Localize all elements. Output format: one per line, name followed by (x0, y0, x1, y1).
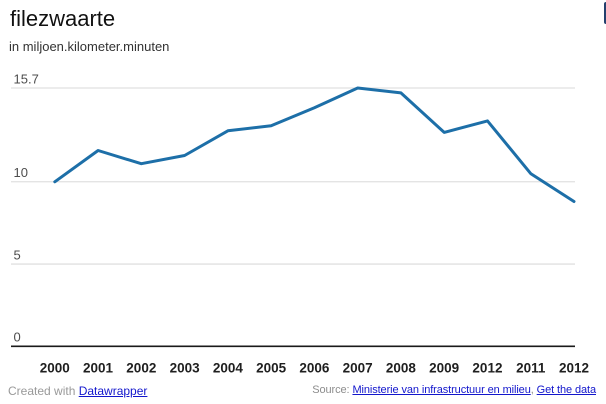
x-tick-label: 2002 (126, 361, 156, 376)
x-tick-label: 2003 (170, 361, 201, 376)
x-tick-label: 2012 (559, 361, 589, 376)
x-tick-label: 2008 (386, 361, 417, 376)
y-tick-label: 0 (14, 330, 21, 345)
x-tick-label: 2012 (472, 361, 502, 376)
x-tick-label: 2004 (213, 361, 244, 376)
datawrapper-link[interactable]: Datawrapper (78, 384, 148, 398)
x-tick-label: 2009 (429, 361, 459, 376)
source-link[interactable]: Ministerie van infrastructuur en milieu (352, 384, 531, 396)
source-label: Source: (312, 384, 353, 396)
x-tick-label: 2001 (83, 361, 114, 376)
x-tick-label: 2000 (40, 361, 70, 376)
chart-footer: Created with Datawrapper Source: Ministe… (0, 385, 606, 401)
footer-attribution: Created with Datawrapper (8, 385, 147, 397)
chart-subtitle: in miljoen.kilometer.minuten (9, 39, 170, 54)
x-tick-label: 2006 (299, 361, 330, 376)
footer-source: Source: Ministerie van infrastructuur en… (312, 385, 596, 396)
clipped-edge-element (604, 2, 606, 24)
y-tick-label: 5 (14, 247, 21, 262)
y-tick-label: 10 (14, 165, 28, 180)
created-with-text: Created with (8, 384, 79, 398)
data-line (53, 86, 576, 203)
line-chart-plot: 15.7 10 5 0 2000 2001 2002 2003 2004 2005 2006 2007… (11, 71, 589, 376)
get-the-data-link[interactable]: Get the data (536, 384, 596, 396)
x-tick-label: 2007 (343, 361, 373, 376)
x-tick-label: 2005 (256, 361, 287, 376)
chart-title: filezwaarte (10, 5, 116, 31)
source-separator: , (530, 384, 537, 396)
x-tick-label: 2011 (516, 361, 546, 376)
y-tick-label: 15.7 (14, 71, 39, 86)
